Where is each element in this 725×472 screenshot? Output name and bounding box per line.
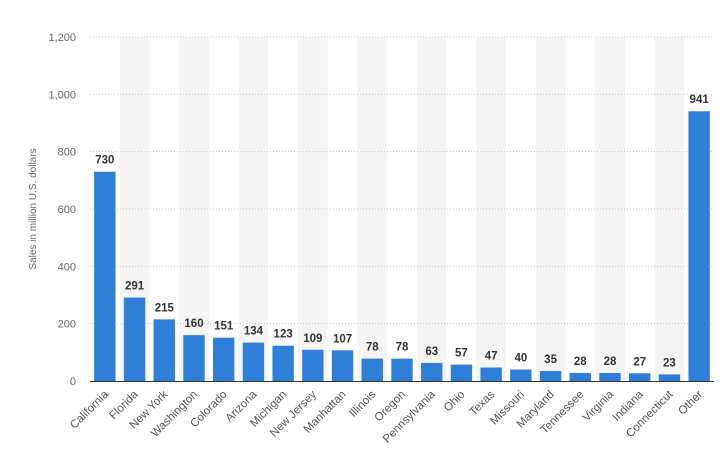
bar-value-label: 78 bbox=[366, 342, 379, 354]
bar-value-label: 123 bbox=[274, 329, 293, 341]
bar bbox=[629, 373, 651, 381]
bar-value-label: 47 bbox=[485, 351, 498, 363]
bar-value-label: 28 bbox=[574, 356, 587, 368]
bar bbox=[658, 374, 681, 381]
bar-value-label: 78 bbox=[396, 342, 409, 354]
bar bbox=[480, 367, 502, 381]
x-tick-label: Pennsylvania bbox=[381, 388, 438, 445]
bar bbox=[183, 335, 205, 381]
y-gridlines bbox=[90, 36, 714, 325]
x-tick-label: Virginia bbox=[581, 388, 617, 424]
bar-value-label: 109 bbox=[303, 333, 322, 345]
bar bbox=[391, 358, 413, 381]
y-tick-label: 200 bbox=[58, 319, 76, 331]
bar-value-label: 941 bbox=[690, 94, 710, 106]
bar-value-label: 291 bbox=[125, 281, 145, 293]
bar-value-label: 730 bbox=[95, 155, 114, 167]
bar bbox=[450, 364, 473, 381]
bar-value-label: 23 bbox=[663, 357, 676, 369]
bar bbox=[213, 337, 235, 381]
bar-value-labels: 730 291 215 160 151 134 123 109 107 78 78 63 57 47 40 3… bbox=[95, 94, 709, 369]
bar-value-label: 63 bbox=[425, 346, 438, 358]
bar-value-label: 134 bbox=[244, 326, 264, 338]
x-tick-label: Other bbox=[676, 389, 705, 418]
y-tick-label: 600 bbox=[58, 204, 76, 216]
bar bbox=[242, 342, 265, 381]
y-tick-label: 0 bbox=[70, 376, 76, 388]
y-axis-title: Sales in million U.S. dollars bbox=[28, 148, 39, 269]
bar bbox=[688, 111, 710, 381]
bar bbox=[153, 319, 175, 381]
bar-value-label: 215 bbox=[155, 302, 175, 314]
y-axis-ticks: 0 200 400 600 800 1,000 1,200 bbox=[48, 32, 76, 388]
bars bbox=[94, 111, 710, 381]
bar-value-label: 107 bbox=[333, 333, 352, 345]
bar-value-label: 35 bbox=[544, 354, 557, 366]
column-band bbox=[179, 37, 209, 381]
bar bbox=[510, 369, 532, 381]
bar bbox=[302, 349, 324, 381]
bar bbox=[539, 370, 562, 381]
bar bbox=[421, 362, 443, 381]
bar bbox=[94, 171, 116, 381]
y-tick-label: 800 bbox=[58, 147, 76, 159]
bar bbox=[599, 372, 621, 381]
y-tick-label: 1,200 bbox=[48, 32, 76, 44]
x-tick-label: California bbox=[68, 388, 111, 431]
column-band bbox=[416, 37, 447, 381]
bar-value-label: 40 bbox=[514, 353, 527, 365]
bar bbox=[569, 372, 591, 381]
y-tick-label: 1,000 bbox=[48, 89, 76, 101]
bar-value-label: 160 bbox=[184, 318, 203, 330]
bar bbox=[272, 345, 294, 381]
x-tick-label: Ohio bbox=[442, 389, 468, 415]
bar-value-label: 27 bbox=[633, 356, 646, 368]
bar bbox=[331, 350, 354, 381]
bar bbox=[361, 358, 383, 381]
y-tick-label: 400 bbox=[58, 261, 76, 273]
bar bbox=[123, 297, 146, 381]
bar-value-label: 151 bbox=[214, 321, 234, 333]
bar-value-label: 28 bbox=[604, 356, 617, 368]
bar-value-label: 57 bbox=[455, 348, 468, 360]
